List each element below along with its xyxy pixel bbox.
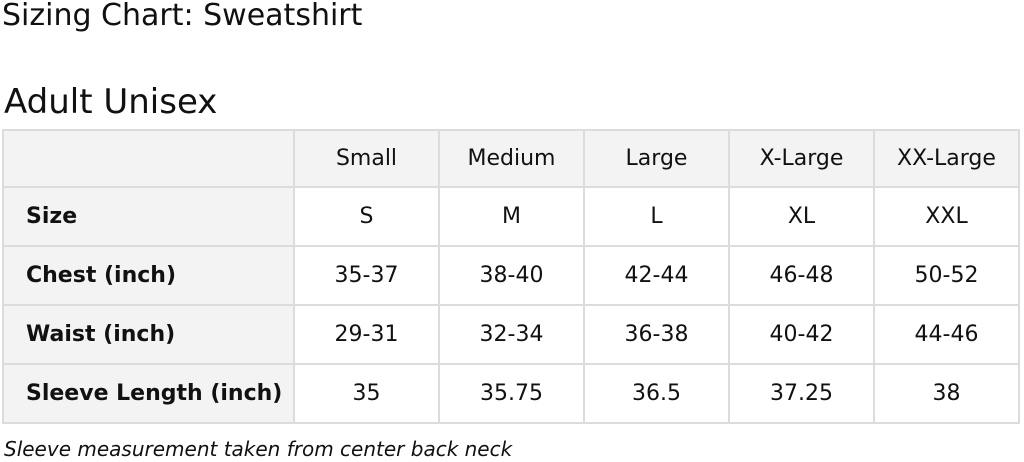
row-label: Size — [2, 186, 295, 247]
page-title: Sizing Chart: Sweatshirt — [2, 0, 363, 33]
table-cell: 42-44 — [583, 245, 730, 306]
table-cell: 37.25 — [728, 363, 875, 424]
table-cell: 36-38 — [583, 304, 730, 365]
table-cell: 35.75 — [438, 363, 585, 424]
table-cell: 38-40 — [438, 245, 585, 306]
row-label: Chest (inch) — [2, 245, 295, 306]
column-header: X-Large — [728, 129, 875, 188]
table-row: Waist (inch) 29-31 32-34 36-38 40-42 44-46 — [2, 304, 1020, 365]
table-cell: 46-48 — [728, 245, 875, 306]
table-row: Size S M L XL XXL — [2, 186, 1020, 247]
table-cell: 32-34 — [438, 304, 585, 365]
column-header: Large — [583, 129, 730, 188]
sizing-table: Small Medium Large X-Large XX-Large Size… — [2, 129, 1020, 424]
table-cell: S — [293, 186, 440, 247]
row-label: Sleeve Length (inch) — [2, 363, 295, 424]
table-cell: 40-42 — [728, 304, 875, 365]
section-title: Adult Unisex — [4, 82, 218, 122]
table-cell: 36.5 — [583, 363, 730, 424]
table-header-row: Small Medium Large X-Large XX-Large — [2, 129, 1020, 188]
column-header: Medium — [438, 129, 585, 188]
table-cell: 35 — [293, 363, 440, 424]
row-label: Waist (inch) — [2, 304, 295, 365]
table-cell: 38 — [873, 363, 1020, 424]
table-cell: 35-37 — [293, 245, 440, 306]
table-cell: XL — [728, 186, 875, 247]
table-row: Sleeve Length (inch) 35 35.75 36.5 37.25 38 — [2, 363, 1020, 424]
table-cell: 29-31 — [293, 304, 440, 365]
column-header: XX-Large — [873, 129, 1020, 188]
table-cell: 50-52 — [873, 245, 1020, 306]
column-header — [2, 129, 295, 188]
column-header: Small — [293, 129, 440, 188]
table-cell: XXL — [873, 186, 1020, 247]
table-cell: 44-46 — [873, 304, 1020, 365]
table-cell: L — [583, 186, 730, 247]
table-cell: M — [438, 186, 585, 247]
table-row: Chest (inch) 35-37 38-40 42-44 46-48 50-52 — [2, 245, 1020, 306]
footnote: Sleeve measurement taken from center bac… — [4, 437, 513, 461]
